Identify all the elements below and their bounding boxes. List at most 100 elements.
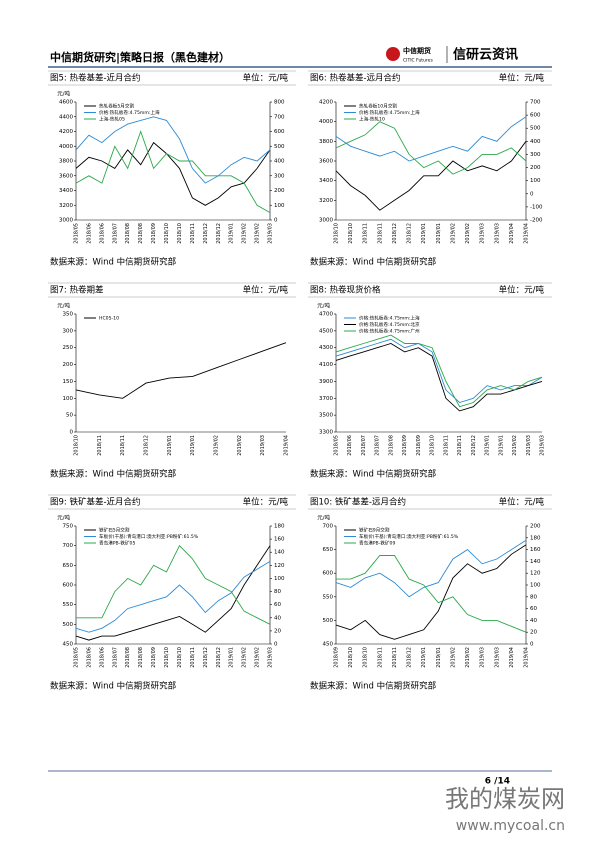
x-tick-label: 2019/03 [494,647,500,668]
x-tick-label: 2018/11 [190,647,196,668]
x-tick-label: 2018/12 [216,223,222,244]
y-tick-label: 3400 [59,188,73,194]
x-tick-label: 2019/02 [450,223,456,244]
series-line [336,555,527,633]
series-line [335,539,527,598]
y-tick-label: 650 [63,563,74,569]
x-tick-label: 2018/08 [388,435,394,456]
x-tick-label: 2018/11 [392,647,398,668]
figure-unit: 单位：元/吨 [499,285,545,296]
figure-unit: 单位：元/吨 [499,73,545,84]
x-tick-label: 2018/06 [99,647,105,668]
x-tick-label: 2019/03 [494,223,500,244]
y2-tick-label: 40 [274,615,281,621]
y2-tick-label: 700 [274,114,285,120]
y-tick-label: 4200 [59,129,73,135]
series-line [335,338,543,404]
y-tick-label: 4100 [319,362,333,368]
x-tick-label: 2019/02 [450,647,456,668]
y2-tick-label: 100 [530,178,541,184]
watermark-url: www.mycoal.cn [456,818,565,834]
figure-title: 图5: 热卷基差-近月合约 [50,73,141,84]
x-tick-label: 2018/12 [144,435,150,456]
legend-label: 上海-热轧10 [359,116,385,123]
y2-tick-label: 160 [274,537,285,543]
x-tick-label: 2018/08 [138,647,144,668]
x-tick-label: 2018/11 [120,435,126,456]
x-tick-label: 2018/10 [74,435,80,456]
y-tick-label: 300 [63,328,74,334]
x-tick-label: 2019/01 [190,435,196,456]
y2-tick-label: 300 [530,152,541,158]
x-tick-label: 2019/04 [524,647,530,668]
y-tick-label: 450 [323,642,334,648]
legend-label: 铁矿石5月交割 [99,527,130,534]
series-line [335,116,527,162]
y-tick-label: 3600 [319,159,333,165]
y-tick-label: 4700 [319,312,333,318]
y2-tick-label: 160 [530,547,541,553]
legend-label: 车板价(干基):青岛港口:澳大利亚:PB粉矿:61.5% [359,533,459,540]
y2-tick-label: 400 [274,159,285,165]
y2-tick-label: 200 [274,188,285,194]
y2-tick-label: 20 [274,628,281,634]
y-tick-label: 600 [323,571,334,577]
x-tick-label: 2018/08 [138,223,144,244]
figure-unit: 单位：元/吨 [499,497,545,508]
y-axis-label: 元/吨 [57,90,70,98]
y-tick-label: 750 [63,524,74,530]
legend-label: 价格:热轧板卷:4.75mm:上海 [359,315,420,322]
x-tick-label: 2018/12 [392,223,398,244]
x-tick-label: 2018/07 [112,223,118,244]
x-tick-label: 2018/12 [216,647,222,668]
legend-label: 铁矿石9月交割 [359,527,390,534]
series-line [335,334,543,408]
x-tick-label: 2018/12 [471,435,477,456]
y2-tick-label: 500 [274,144,285,150]
series-line [335,121,527,175]
y-tick-label: 50 [66,413,73,419]
x-tick-label: 2018/11 [377,223,383,244]
logo-en: CITIC Futures [403,58,433,64]
y2-tick-label: -100 [530,204,543,210]
y-tick-label: 550 [63,602,74,608]
y2-tick-label: 0 [530,191,534,197]
x-tick-label: 2018/05 [74,223,80,244]
y2-tick-label: 80 [274,589,281,595]
watermark-name: 我的煤炭网 [445,785,565,813]
figure-title: 图10: 铁矿基差-远月合约 [310,497,406,508]
y-tick-label: 3800 [59,159,73,165]
figure-source: 数据来源：Wind 中信期货研究部 [50,469,177,480]
legend-label: 热轧卷板10月交割 [359,103,397,110]
y2-tick-label: 60 [530,606,537,612]
x-tick-label: 2019/02 [512,435,518,456]
x-tick-label: 2018/09 [334,647,340,668]
figure-source: 数据来源：Wind 中信期货研究部 [310,257,437,268]
x-tick-label: 2018/06 [86,223,92,244]
y2-tick-label: 400 [530,139,541,145]
y-tick-label: 3700 [319,396,333,402]
y-tick-label: 3000 [319,218,333,224]
x-tick-label: 2019/01 [421,223,427,244]
y-tick-label: 4000 [59,144,73,150]
y-tick-label: 600 [63,583,74,589]
logo-cn: 中信期货 [403,46,431,55]
y2-tick-label: 40 [530,618,537,624]
x-tick-label: 2019/02 [242,223,248,244]
x-tick-label: 2019/01 [229,223,235,244]
x-tick-label: 2018/05 [74,647,80,668]
y2-tick-label: 0 [530,642,534,648]
x-tick-label: 2019/03 [268,223,274,244]
y-tick-label: 500 [63,622,74,628]
legend-label: 价格:热轧板卷:4.75mm:上海 [99,109,160,116]
series-line [335,343,543,412]
y-tick-label: 700 [323,524,334,530]
series-line [75,561,271,633]
figure-title: 图6: 热卷基差-远月合约 [310,73,401,84]
y-tick-label: 350 [63,312,74,318]
x-tick-label: 2018/05 [334,435,340,456]
y-axis-label: 元/吨 [57,302,70,310]
x-tick-label: 2018/06 [86,647,92,668]
x-tick-label: 2019/01 [498,435,504,456]
